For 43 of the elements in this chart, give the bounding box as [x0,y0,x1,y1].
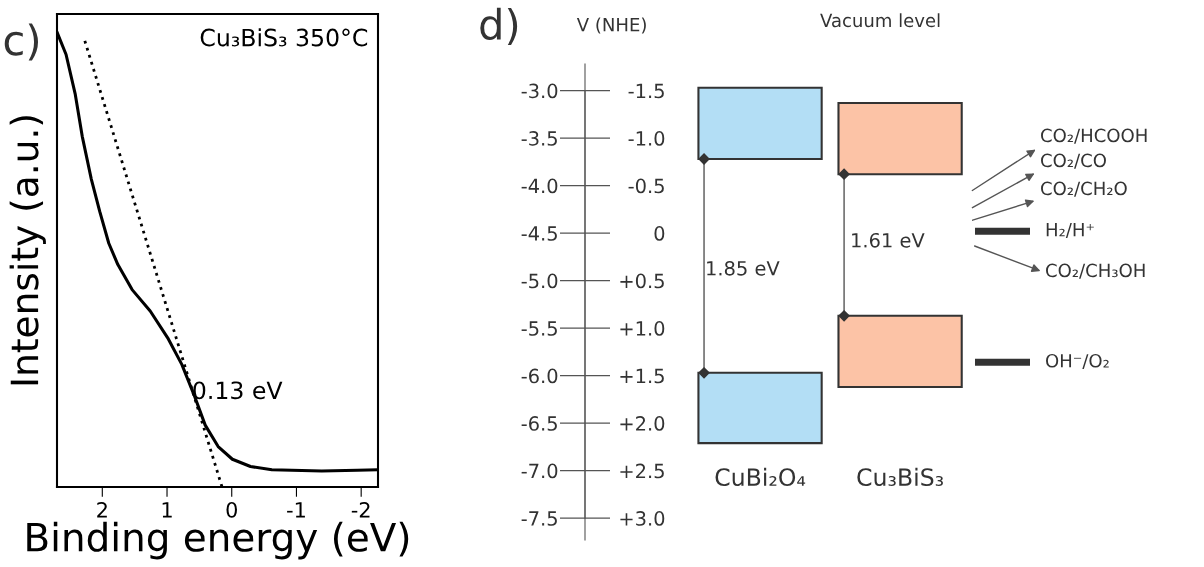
annotation: 1.61 eV [852,232,925,248]
ref-line-label: OH⁻/O₂ [1046,353,1109,369]
y-tick-label: -5.5 [521,321,557,336]
y-tick-label: -5.0 [521,273,558,289]
y2-tick-label: -0.5 [628,178,664,194]
y-tick-label: -4.0 [521,178,558,194]
annotation: 0.13 eV [193,381,283,400]
y-tick-label: -3.0 [521,83,558,99]
ref-line-label: H₂/H⁺ [1046,223,1094,238]
y2-tick-label: +1.0 [620,321,665,336]
annotation: 1.85 eV [707,260,780,276]
y2-tick-label: -1.0 [628,131,665,146]
y-tick-label: -6.5 [521,416,557,431]
x-tick-label: -2 [351,501,370,518]
y-tick-label: -7.0 [521,463,558,479]
y-tick-label: -4.5 [521,226,557,241]
x-tick-label: 0 [226,501,237,518]
annotation: Cu₃BiS₃ 350°C [200,28,368,47]
x-axis-title: Binding energy (eV) [27,521,409,560]
y2-tick-label: +0.5 [620,273,664,289]
text: CO₂/CH₂O [1041,181,1127,197]
y2-tick-label: -1.5 [628,83,664,99]
y-axis-title: Intensity (a.u.) [9,116,46,385]
text: d) [480,7,518,45]
y2-tick-label: +3.0 [620,511,665,526]
x-tick-label: 1 [162,502,172,518]
y2-tick-label: +2.5 [620,463,664,479]
y-tick-label: -7.5 [521,511,557,526]
x-tick-label: Cu₃BiS₃ [857,467,943,487]
y-tick-label: -3.5 [521,131,557,146]
x-tick-label: -1 [287,502,305,518]
text: c) [4,23,39,61]
text: Vacuum level [820,13,940,28]
y2-tick-label: +2.0 [620,416,665,431]
x-tick-label: 2 [97,501,107,518]
y-tick-label: -6.0 [521,368,558,384]
y2-tick-label: +1.5 [620,368,664,384]
text: CO₂/HCOOH [1041,128,1147,144]
text: CO₂/CH₃OH [1046,263,1145,279]
y2-axis-title: V (NHE) [576,17,646,34]
text: CO₂/CO [1041,153,1106,169]
y2-tick-label: 0 [654,226,665,241]
x-tick-label: CuBi₂O₄ [715,467,806,487]
